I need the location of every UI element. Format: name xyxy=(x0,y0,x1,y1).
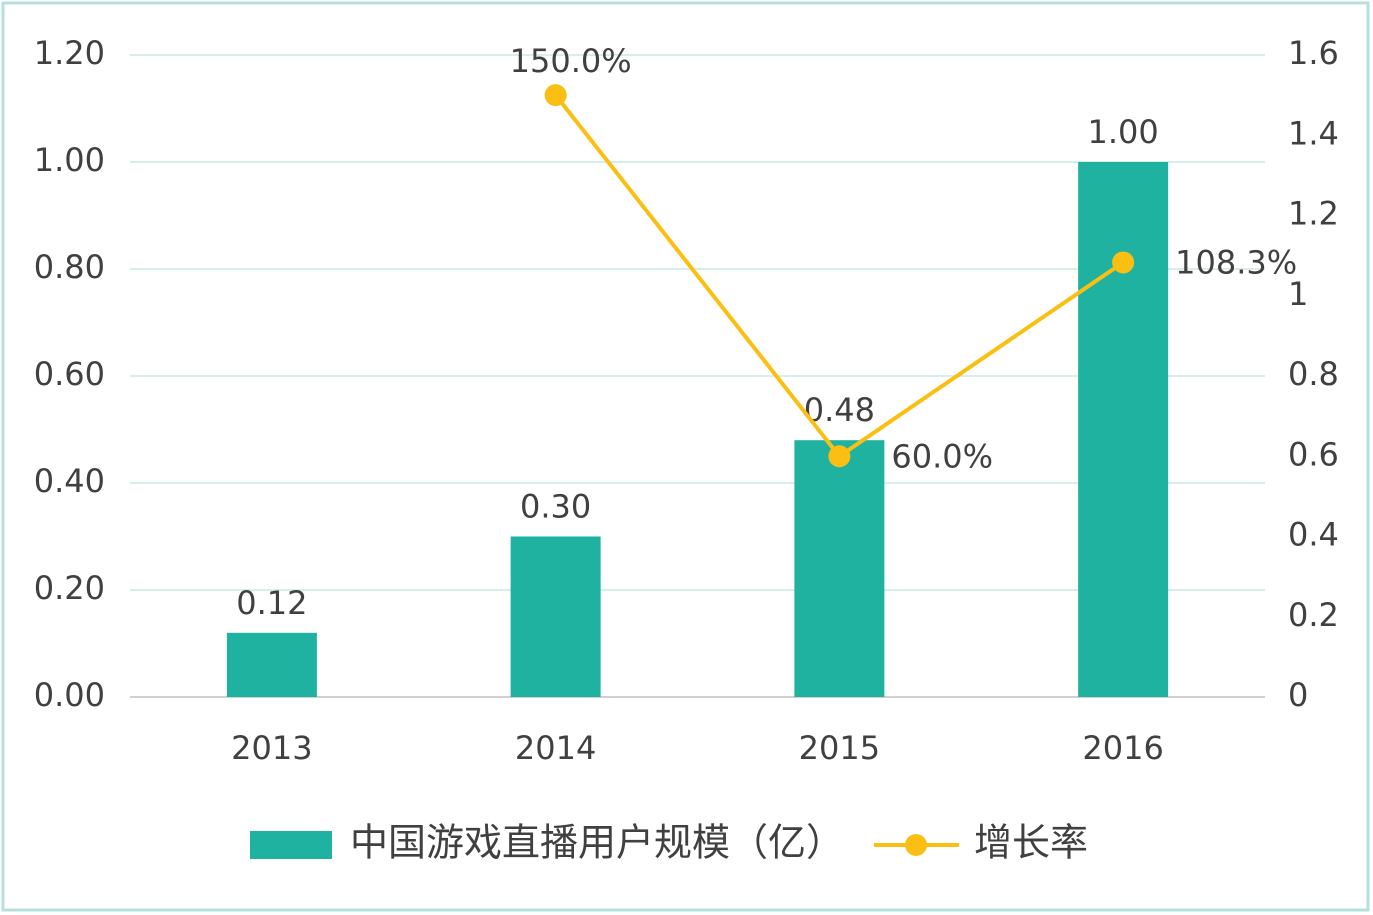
legend-swatch xyxy=(250,831,332,859)
y-tick-label: 0.20 xyxy=(34,569,105,607)
x-tick-label: 2015 xyxy=(799,729,880,767)
y-tick-label: 0.40 xyxy=(34,462,105,500)
line-marker xyxy=(828,445,851,468)
bar xyxy=(226,632,317,697)
y-tick-label: 0.60 xyxy=(34,355,105,393)
line-marker xyxy=(544,84,567,107)
bar-value-label: 0.12 xyxy=(236,584,307,622)
line-value-label: 150.0% xyxy=(510,42,632,80)
y2-tick-label: 1.4 xyxy=(1288,114,1339,152)
y-tick-label: 0.80 xyxy=(34,248,105,286)
legend-marker xyxy=(905,834,928,856)
y2-tick-label: 1 xyxy=(1288,275,1308,313)
y2-tick-label: 0 xyxy=(1288,676,1308,714)
x-tick-label: 2014 xyxy=(515,729,596,767)
y2-tick-label: 0.4 xyxy=(1288,516,1339,554)
y2-tick-label: 1.6 xyxy=(1288,34,1339,72)
y2-tick-label: 0.2 xyxy=(1288,596,1339,634)
y-tick-label: 0.00 xyxy=(34,676,105,714)
x-tick-label: 2016 xyxy=(1082,729,1163,767)
bar xyxy=(510,536,601,697)
legend-label: 中国游戏直播用户规模（亿） xyxy=(350,821,844,865)
y2-tick-label: 1.2 xyxy=(1288,195,1339,233)
line-value-label: 60.0% xyxy=(891,437,993,475)
y-tick-label: 1.00 xyxy=(34,141,105,179)
bar xyxy=(794,440,885,697)
line-value-label: 108.3% xyxy=(1175,243,1297,281)
y-tick-label: 1.20 xyxy=(34,34,105,72)
legend-label: 增长率 xyxy=(974,821,1088,865)
line-marker xyxy=(1112,251,1135,274)
y2-tick-label: 0.8 xyxy=(1288,355,1339,393)
bar-value-label: 0.30 xyxy=(520,488,591,526)
bar xyxy=(1078,162,1169,697)
bar-value-label: 1.00 xyxy=(1088,113,1159,151)
x-tick-label: 2013 xyxy=(231,729,312,767)
y2-tick-label: 0.6 xyxy=(1288,435,1339,473)
